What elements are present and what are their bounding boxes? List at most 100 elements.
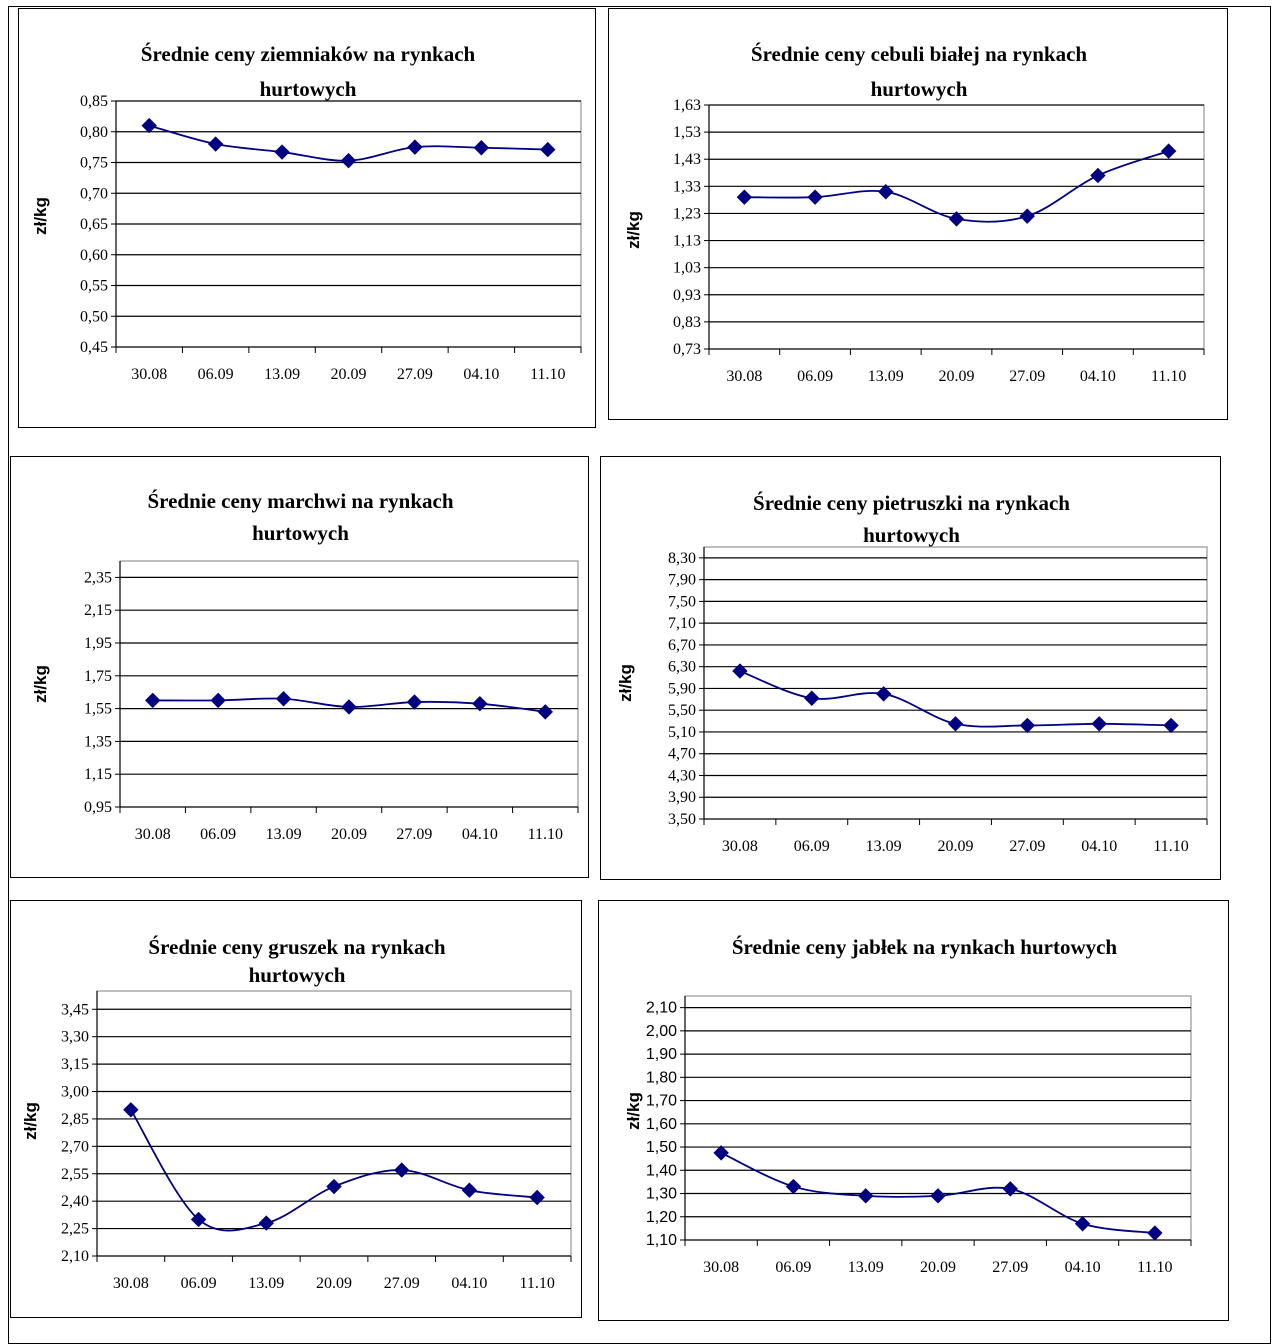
chart-title: hurtowych — [252, 521, 349, 545]
x-tick-label: 13.09 — [264, 366, 300, 383]
data-point-marker — [340, 152, 357, 169]
y-tick-label: 0,80 — [80, 124, 108, 141]
x-tick-label: 30.08 — [703, 1259, 739, 1276]
x-tick-label: 20.09 — [331, 366, 367, 383]
x-tick-label: 27.09 — [1009, 368, 1045, 385]
x-tick-label: 27.09 — [1009, 838, 1045, 855]
data-point-marker — [341, 699, 357, 715]
y-tick-label: 1,53 — [673, 124, 701, 141]
y-tick-label: 0,95 — [84, 799, 112, 816]
x-tick-label: 04.10 — [1081, 838, 1117, 855]
y-tick-label: 2,15 — [84, 602, 112, 619]
data-point-marker — [394, 1162, 410, 1178]
y-tick-label: 2,55 — [61, 1166, 89, 1183]
y-tick-label: 6,70 — [668, 637, 696, 654]
y-tick-label: 1,10 — [646, 1232, 677, 1249]
plot-area — [119, 560, 579, 808]
y-tick-label: 1,35 — [84, 733, 112, 750]
data-point-marker — [326, 1178, 342, 1195]
x-tick-label: 06.09 — [200, 826, 236, 843]
plot-area — [703, 546, 1208, 820]
y-tick-label: 0,60 — [80, 247, 108, 264]
y-tick-label: 0,93 — [673, 287, 701, 304]
y-tick-label: 1,75 — [84, 668, 112, 685]
y-tick-label: 2,40 — [61, 1193, 89, 1210]
y-tick-label: 1,50 — [646, 1139, 677, 1156]
x-tick-label: 20.09 — [938, 838, 974, 855]
y-tick-label: 2,10 — [61, 1248, 89, 1265]
chart-title: Średnie ceny pietruszki na rynkach — [753, 491, 1070, 515]
data-point-marker — [473, 140, 490, 156]
x-tick-label: 30.08 — [113, 1275, 149, 1292]
data-point-marker — [274, 144, 290, 160]
y-axis-label: zł/kg — [31, 197, 50, 235]
y-tick-label: 3,90 — [668, 789, 696, 806]
y-tick-label: 4,70 — [668, 746, 696, 763]
data-point-marker — [529, 1189, 545, 1206]
x-tick-label: 04.10 — [451, 1275, 487, 1292]
y-axis-label: zł/kg — [21, 1102, 40, 1140]
y-tick-label: 1,23 — [673, 205, 701, 222]
y-tick-label: 1,80 — [646, 1069, 677, 1086]
y-tick-label: 1,15 — [84, 766, 112, 783]
data-point-marker — [1090, 167, 1106, 184]
data-point-marker — [878, 184, 894, 200]
y-tick-label: 2,10 — [646, 1000, 677, 1017]
series-line — [130, 1109, 538, 1232]
x-tick-label: 06.09 — [794, 838, 830, 855]
y-tick-label: 1,20 — [646, 1209, 677, 1226]
data-point-marker — [736, 189, 753, 205]
x-tick-label: 30.08 — [726, 368, 762, 385]
y-tick-label: 1,70 — [646, 1093, 677, 1110]
chart-title: Średnie ceny jabłek na rynkach hurtowych — [732, 935, 1118, 959]
y-tick-label: 4,30 — [668, 767, 696, 784]
x-tick-label: 06.09 — [775, 1259, 811, 1276]
x-tick-label: 30.08 — [131, 366, 167, 383]
chart-panel-2: 0,73 0,83 0,93 1,03 1,13 1,23 1,33 1,43 1,53 1,63… — [608, 8, 1228, 420]
data-point-marker — [1163, 717, 1179, 734]
chart-panel-6: 1,10 1,20 1,30 1,40 1,50 1,60 1,70 1,80 1,90 2,00… — [598, 900, 1229, 1321]
x-tick-label: 04.10 — [1080, 368, 1116, 385]
data-point-marker — [461, 1182, 478, 1198]
chart-title: Średnie ceny marchwi na rynkach — [147, 489, 453, 513]
x-tick-label: 11.10 — [1137, 1259, 1172, 1276]
chart-svg: 2,10 2,25 2,40 2,55 2,70 2,85 3,00 3,15 3,30 3,45… — [21, 935, 572, 1292]
y-tick-label: 7,50 — [668, 593, 696, 610]
x-tick-label: 11.10 — [1153, 838, 1188, 855]
chart-svg: 1,10 1,20 1,30 1,40 1,50 1,60 1,70 1,80 1,90 2,00… — [624, 935, 1192, 1276]
x-tick-label: 06.09 — [198, 366, 234, 383]
y-tick-label: 1,55 — [84, 701, 112, 718]
y-tick-label: 0,75 — [80, 155, 108, 172]
x-tick-label: 30.08 — [135, 826, 171, 843]
x-tick-label: 20.09 — [920, 1259, 956, 1276]
data-point-marker — [807, 189, 823, 205]
data-point-marker — [207, 136, 224, 152]
x-tick-label: 27.09 — [396, 826, 432, 843]
x-tick-label: 13.09 — [866, 838, 902, 855]
data-point-marker — [858, 1188, 874, 1204]
data-point-marker — [406, 694, 423, 710]
y-tick-label: 1,03 — [673, 260, 701, 277]
data-point-marker — [141, 117, 157, 134]
y-tick-label: 1,60 — [646, 1116, 677, 1133]
chart-title: Średnie ceny cebuli białej na rynkach — [751, 42, 1088, 66]
plot-area — [96, 990, 572, 1257]
chart-svg: 0,45 0,50 0,55 0,60 0,65 0,70 0,75 0,80 0,85 30.0… — [31, 42, 582, 383]
x-tick-label: 13.09 — [266, 826, 302, 843]
x-tick-label: 04.10 — [1065, 1259, 1101, 1276]
chart-panel-5: 2,10 2,25 2,40 2,55 2,70 2,85 3,00 3,15 3,30 3,45… — [10, 900, 582, 1318]
y-tick-label: 3,50 — [668, 811, 696, 828]
data-point-marker — [258, 1215, 274, 1231]
y-tick-label: 1,63 — [673, 97, 701, 114]
y-tick-label: 1,33 — [673, 178, 701, 195]
chart-panel-4: 3,50 3,90 4,30 4,70 5,10 5,50 5,90 6,30 6,70 7,10… — [600, 456, 1221, 880]
y-tick-label: 0,73 — [673, 341, 701, 358]
y-axis-label: zł/kg — [616, 664, 635, 702]
y-tick-label: 0,85 — [80, 93, 108, 110]
x-tick-label: 30.08 — [722, 838, 758, 855]
x-tick-label: 11.10 — [530, 366, 565, 383]
chart-title: hurtowych — [871, 77, 968, 101]
x-tick-label: 27.09 — [384, 1275, 420, 1292]
x-tick-label: 04.10 — [462, 826, 498, 843]
data-point-marker — [1002, 1181, 1018, 1197]
